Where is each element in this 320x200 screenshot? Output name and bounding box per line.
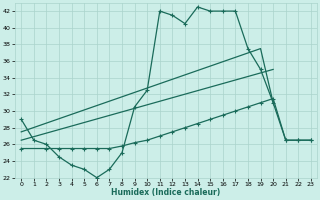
- X-axis label: Humidex (Indice chaleur): Humidex (Indice chaleur): [111, 188, 221, 197]
